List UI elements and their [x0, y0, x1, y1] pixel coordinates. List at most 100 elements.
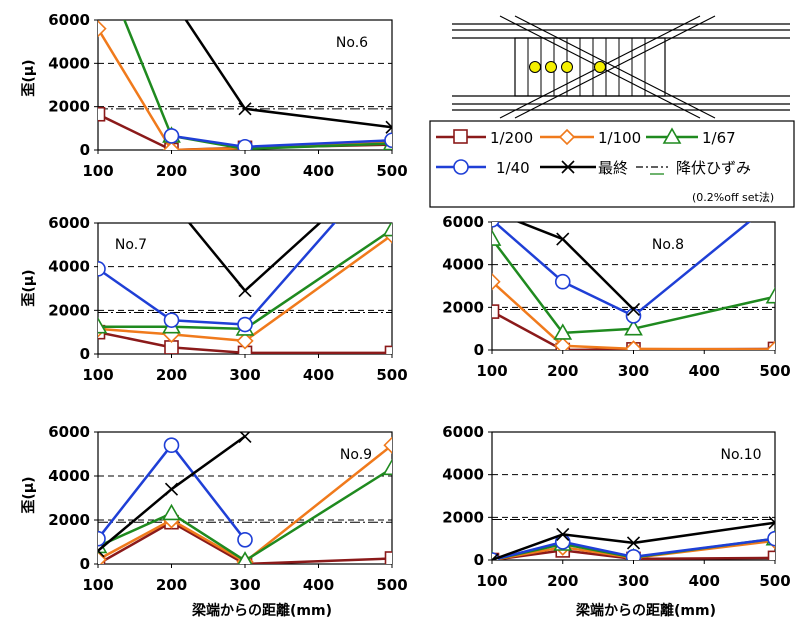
y-tick-label: 0	[80, 141, 90, 159]
x-tick-label: 200	[156, 366, 187, 384]
series-line-s40	[492, 222, 751, 318]
data-point	[492, 273, 501, 291]
y-axis-label-no7: 歪(μ)	[21, 269, 37, 306]
legend-label-yield: 降伏ひずみ	[676, 159, 751, 177]
series-line-s200	[492, 549, 775, 560]
data-point	[384, 132, 392, 149]
gauge-location-schematic	[452, 15, 790, 119]
y-axis-label-no6: 歪(μ)	[21, 59, 37, 96]
legend-item-yield: 降伏ひずみ (0.2%off set法)	[636, 159, 774, 204]
legend-label-final: 最終	[598, 159, 628, 177]
x-tick-label: 400	[303, 162, 334, 180]
data-point	[237, 551, 253, 564]
x-tick-label: 100	[82, 576, 113, 594]
data-point	[163, 312, 180, 328]
legend-item-1-100: 1/100	[540, 128, 641, 147]
data-point	[626, 302, 641, 317]
data-point	[492, 553, 499, 560]
data-point	[492, 229, 502, 246]
y-tick-label: 0	[474, 341, 484, 359]
data-point	[98, 261, 106, 277]
legend-item-1-200: 1/200	[436, 129, 533, 147]
x-tick-label: 300	[229, 162, 260, 180]
data-point	[384, 345, 392, 354]
gauge-dot	[545, 61, 557, 73]
data-point	[556, 232, 570, 246]
y-tick-label: 2000	[48, 511, 90, 529]
data-point	[98, 550, 107, 564]
series-layer	[492, 222, 775, 350]
panel-no10: 0 2000 4000 6000 100 200 300 400 500 No.10	[442, 423, 790, 590]
series-line-s40	[492, 537, 775, 560]
data-point	[237, 531, 253, 548]
legend-label-1-67: 1/67	[702, 129, 736, 147]
y-tick-label: 6000	[442, 423, 484, 441]
y-tick-label: 4000	[48, 258, 90, 276]
x-tick-label: 100	[476, 362, 507, 380]
data-point	[767, 550, 775, 560]
x-tick-label: 400	[689, 362, 720, 380]
panel-title: No.10	[720, 447, 761, 463]
data-point	[385, 120, 392, 134]
data-point	[162, 141, 181, 150]
y-tick-label: 2000	[442, 508, 484, 526]
data-point	[626, 536, 641, 550]
x-tick-label: 100	[82, 366, 113, 384]
series-line-s40	[98, 223, 337, 326]
y-tick-label: 6000	[442, 213, 484, 231]
panel-no9: 0 2000 4000 6000 100 200 300 400 500 No.9	[48, 423, 407, 594]
legend-yield-note: (0.2%off set法)	[692, 190, 774, 204]
series-layer	[492, 516, 775, 560]
plot-frame	[97, 19, 393, 151]
y-tick-label: 6000	[48, 214, 90, 232]
data-point	[237, 316, 253, 333]
gauge-dot	[529, 61, 541, 73]
data-point	[98, 544, 105, 558]
x-tick-label: 300	[229, 366, 260, 384]
y-tick-label: 4000	[442, 256, 484, 274]
panel-title: No.6	[336, 35, 368, 51]
x-tick-label: 100	[476, 572, 507, 590]
data-point	[553, 323, 573, 340]
gauge-dot	[594, 61, 606, 73]
series-layer	[98, 0, 392, 150]
y-axis-label-no9: 歪(μ)	[21, 476, 37, 513]
data-point	[236, 332, 254, 350]
data-point	[98, 20, 107, 38]
data-point	[166, 195, 178, 207]
legend-label-1-40: 1/40	[496, 159, 530, 177]
gauge-dot	[561, 61, 573, 73]
x-tick-label: 400	[689, 572, 720, 590]
series-line-s100	[98, 444, 392, 564]
legend: 1/200 1/100 1/67 1/40 最終 降伏ひずみ (0.2%off …	[429, 120, 795, 208]
x-tick-label: 400	[303, 366, 334, 384]
data-point	[492, 222, 500, 228]
series-line-s67	[98, 467, 392, 562]
panel-no8: 0 2000 4000 6000 100 200 300 400 500 No.8	[442, 213, 790, 380]
data-point	[98, 106, 106, 122]
data-point	[238, 284, 252, 298]
data-point	[624, 340, 643, 350]
y-tick-label: 4000	[48, 467, 90, 485]
x-tick-label: 500	[376, 366, 407, 384]
y-tick-label: 0	[474, 551, 484, 569]
panel-no7: 0 2000 4000 6000 100 200 300 400 500 No.7	[48, 195, 407, 384]
data-point	[554, 337, 572, 350]
panel-title: No.8	[652, 237, 684, 253]
series-layer	[98, 432, 392, 564]
legend-item-1-40: 1/40	[436, 159, 530, 177]
x-tick-label: 100	[82, 162, 113, 180]
x-tick-label: 400	[303, 576, 334, 594]
y-tick-label: 6000	[48, 11, 90, 29]
x-tick-label: 500	[376, 162, 407, 180]
legend-item-1-67: 1/67	[646, 127, 736, 147]
legend-label-1-200: 1/200	[490, 129, 533, 147]
panel-title: No.9	[340, 447, 372, 463]
series-line-s100	[492, 539, 775, 560]
data-point	[166, 0, 178, 4]
series-line-final	[492, 521, 775, 560]
data-point	[556, 527, 570, 541]
y-tick-label: 4000	[48, 54, 90, 72]
series-line-s100	[492, 280, 775, 350]
